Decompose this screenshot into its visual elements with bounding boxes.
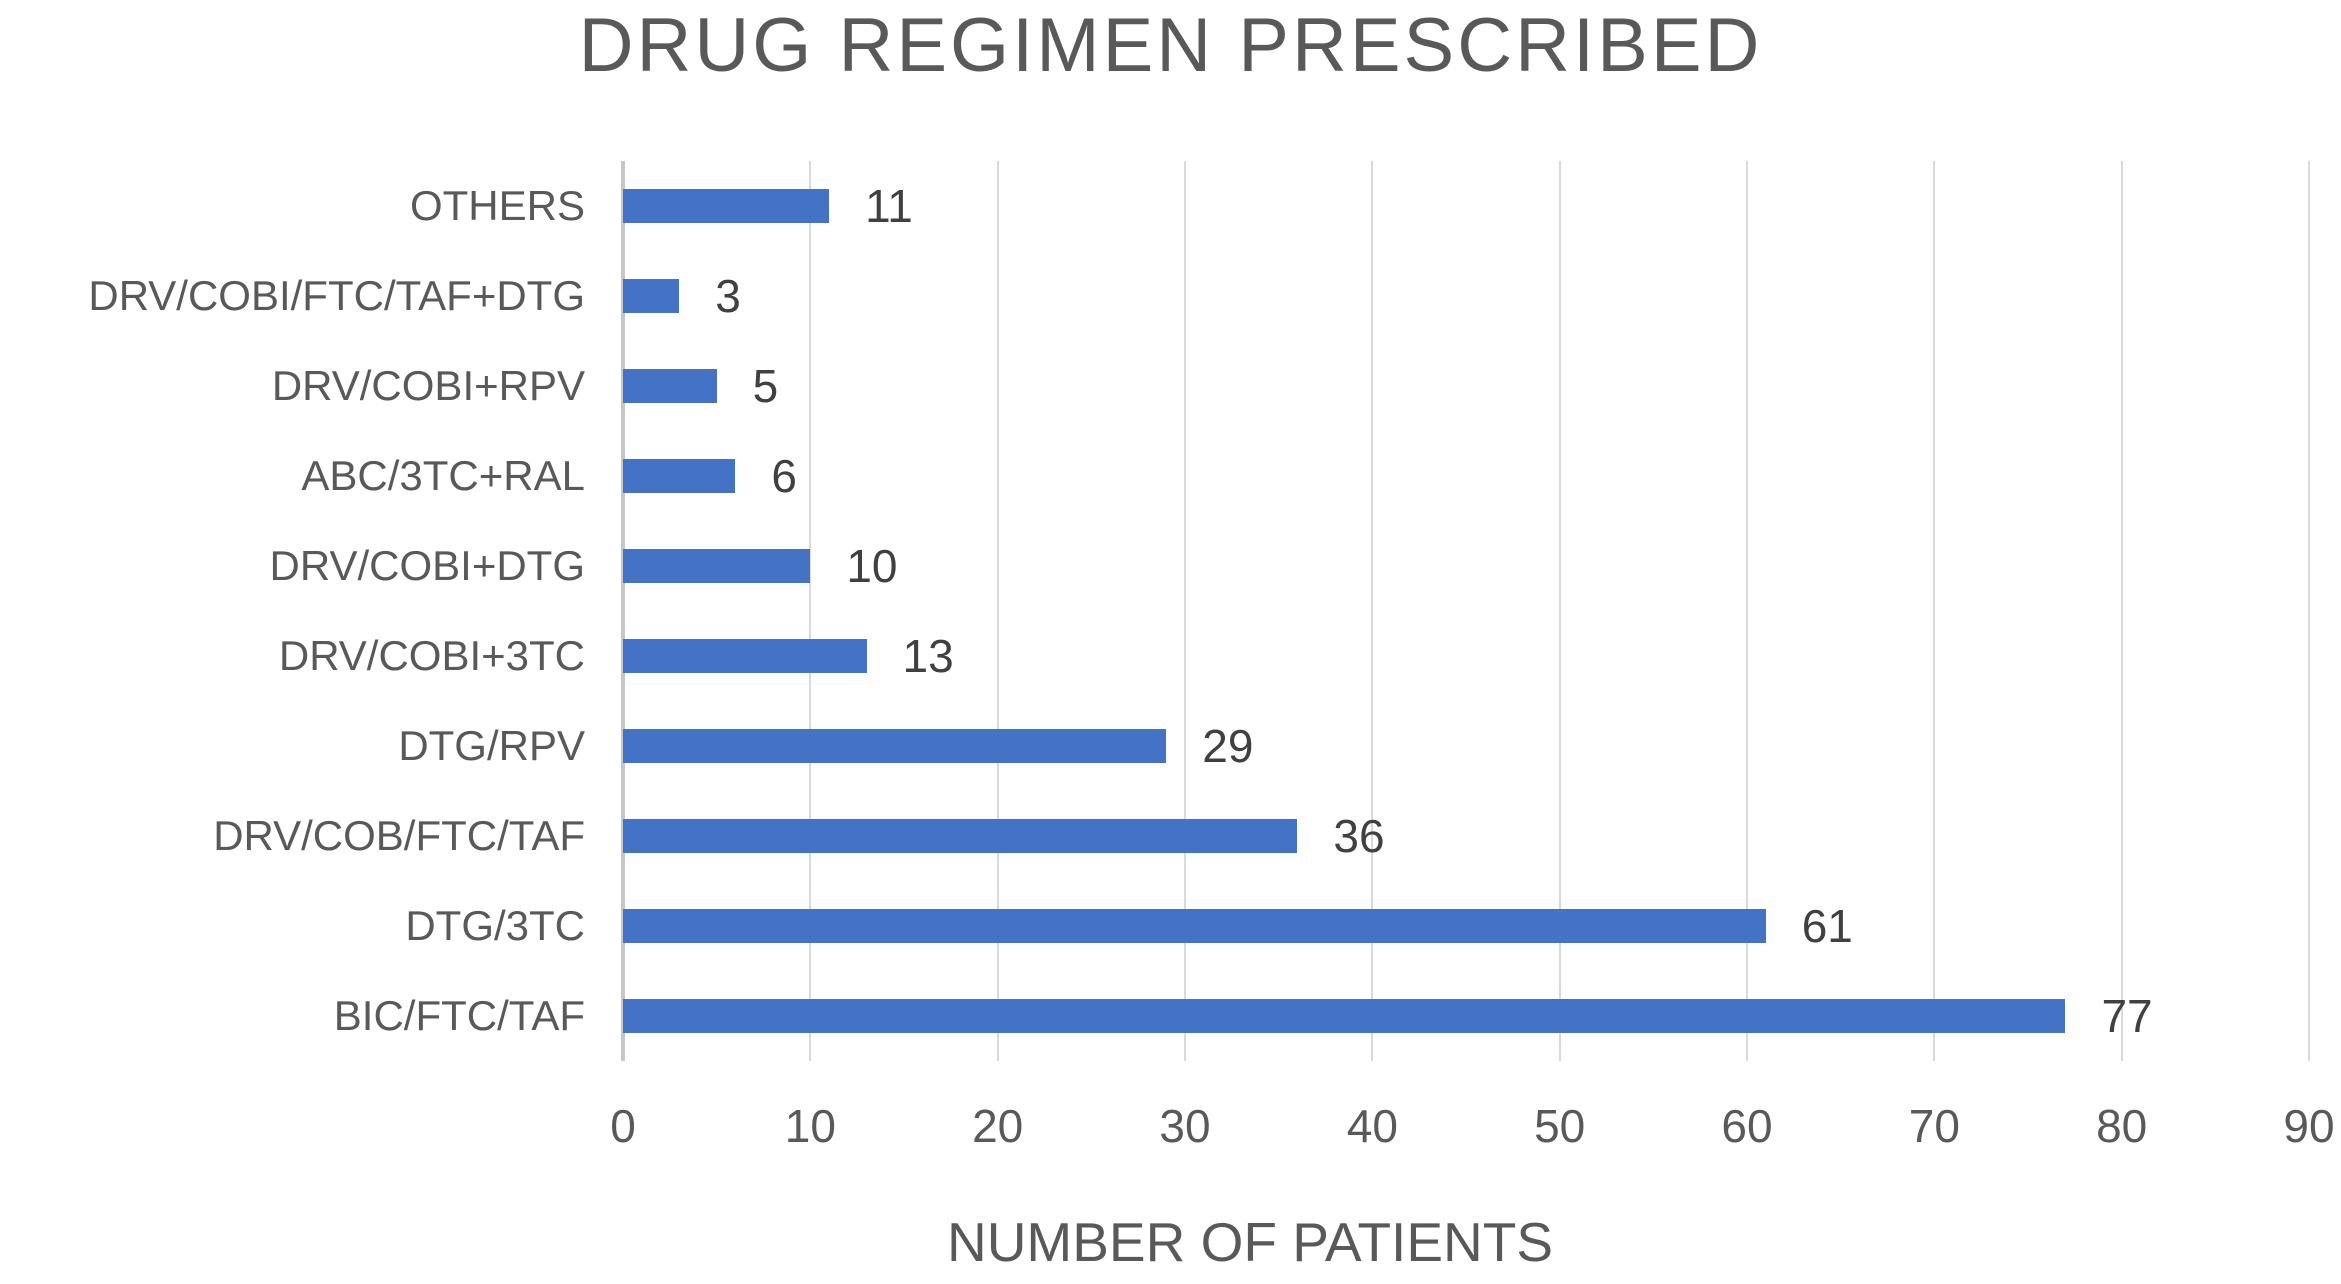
- gridline: [809, 161, 812, 1061]
- value-label: 10: [846, 540, 898, 592]
- bar-abc-3tc-ral: [623, 459, 736, 493]
- y-axis-category-labels: OTHERS DRV/COBI/FTC/TAF+DTG DRV/COBI+RPV AB…: [0, 161, 585, 1061]
- x-tick-label: 40: [1346, 1100, 1398, 1152]
- bar-row: 6: [623, 431, 2309, 521]
- value-label: 5: [752, 360, 779, 412]
- category-label: DTG/3TC: [405, 902, 585, 949]
- bar-drv-cob-ftc-taf: [623, 819, 1298, 853]
- gridline: [1746, 161, 1748, 1061]
- bar-row: 3: [623, 251, 2309, 341]
- bar-row: 36: [623, 791, 2309, 881]
- bar-drv-cobi-ftc-taf-dtg: [623, 279, 680, 313]
- category-label: OTHERS: [409, 182, 585, 229]
- value-label: 36: [1333, 810, 1385, 862]
- x-tick-label: 30: [1159, 1100, 1211, 1152]
- value-axis-line: [621, 161, 625, 1061]
- x-tick-label: 0: [610, 1100, 636, 1152]
- gridline: [1558, 161, 1561, 1061]
- x-tick-label: 20: [972, 1100, 1024, 1152]
- x-tick-label: 50: [1534, 1100, 1586, 1152]
- bar-dtg-3tc: [623, 909, 1766, 943]
- gridline: [996, 161, 999, 1061]
- gridline: [1933, 161, 1936, 1061]
- x-tick-label: 80: [2096, 1100, 2148, 1152]
- category-label: DTG/RPV: [398, 722, 585, 769]
- bar-drv-cobi-dtg: [623, 549, 811, 583]
- x-tick-label: 90: [2283, 1100, 2335, 1152]
- bar-dtg-rpv: [623, 729, 1167, 763]
- bar-row: 61: [623, 881, 2309, 971]
- bar-row: 10: [623, 521, 2309, 611]
- gridline: [1184, 161, 1186, 1061]
- category-label: DRV/COB/FTC/TAF: [213, 812, 585, 859]
- value-label: 29: [1202, 720, 1254, 772]
- gridline: [1371, 161, 1374, 1061]
- bar-row: 11: [623, 161, 2309, 251]
- x-axis-tick-labels: 0 10 20 30 40 50 60 70 80 90: [610, 1098, 2334, 1158]
- x-axis-title: NUMBER OF PATIENTS: [946, 1211, 1554, 1273]
- category-label: DRV/COBI+3TC: [278, 632, 585, 679]
- x-tick-label: 70: [1908, 1100, 1960, 1152]
- gridline: [2308, 161, 2310, 1061]
- value-label: 13: [902, 630, 954, 682]
- x-tick-label: 10: [784, 1100, 836, 1152]
- category-label: DRV/COBI/FTC/TAF+DTG: [88, 272, 585, 319]
- category-label: DRV/COBI+RPV: [271, 362, 585, 409]
- value-label: 61: [1801, 900, 1853, 952]
- x-tick-label: 60: [1721, 1100, 1773, 1152]
- bar-row: 29: [623, 701, 2309, 791]
- bars-layer: 11 3 5 6 10 13 29 36 61 77: [623, 161, 2309, 1061]
- bar-drv-cobi-rpv: [623, 369, 717, 403]
- category-label: ABC/3TC+RAL: [301, 452, 585, 499]
- bar-bic-ftc-taf: [623, 999, 2066, 1033]
- category-label: BIC/FTC/TAF: [333, 992, 585, 1039]
- value-label: 6: [771, 450, 797, 502]
- bar-row: 13: [623, 611, 2309, 701]
- plot-area: 11 3 5 6 10 13 29 36 61 77: [621, 161, 2310, 1061]
- bar-others: [623, 189, 830, 223]
- value-label: 11: [865, 180, 913, 232]
- bar-row: 77: [623, 971, 2309, 1061]
- value-label: 77: [2101, 990, 2153, 1042]
- value-label: 3: [715, 270, 741, 322]
- gridline: [2120, 161, 2123, 1061]
- bar-drv-cobi-3tc: [623, 639, 867, 673]
- category-label: DRV/COBI+DTG: [269, 542, 585, 589]
- chart-title: DRUG REGIMEN PRESCRIBED: [578, 3, 1763, 88]
- bar-row: 5: [623, 341, 2309, 431]
